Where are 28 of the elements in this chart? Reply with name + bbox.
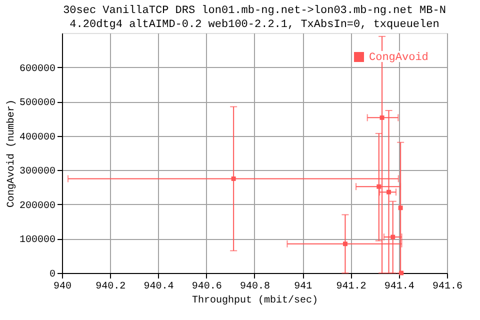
y-tick-label: 200000 bbox=[19, 200, 56, 212]
x-tick-label: 940 bbox=[53, 282, 72, 292]
x-axis-title: Throughput (mbit/sec) bbox=[192, 294, 318, 306]
x-tick-label: 941.6 bbox=[432, 282, 463, 292]
y-tick-label: 0 bbox=[49, 270, 56, 280]
y-axis-title: CongAvoid (number) bbox=[5, 99, 18, 208]
x-tick-label: 940.8 bbox=[240, 282, 270, 292]
point bbox=[376, 184, 382, 189]
y-tick-label: 400000 bbox=[19, 132, 56, 144]
point bbox=[390, 234, 396, 240]
point bbox=[398, 206, 403, 210]
point bbox=[386, 190, 392, 194]
legend-label: CongAvoid bbox=[369, 52, 428, 64]
x-tick-label: 941.2 bbox=[336, 282, 366, 292]
point bbox=[380, 115, 384, 120]
x-tick-label: 941.4 bbox=[384, 282, 414, 292]
y-tick-label: 100000 bbox=[19, 235, 56, 246]
x-tick-label: 940.6 bbox=[192, 282, 222, 292]
x-tick-label: 940.4 bbox=[144, 282, 174, 292]
y-tick-label: 600000 bbox=[19, 64, 56, 75]
chart-title: 30sec VanillaTCP DRS lon01.mb-ng.net->lon03.mb-ng.net MB-N bbox=[63, 5, 446, 17]
y-tick-label: 500000 bbox=[19, 98, 56, 110]
x-tick-label: 940.2 bbox=[96, 282, 126, 292]
x-tick-label: 941 bbox=[294, 282, 312, 292]
y-tick-label: 300000 bbox=[19, 166, 56, 178]
point bbox=[231, 176, 236, 181]
point bbox=[342, 242, 348, 246]
chart-subtitle: 4.20dtg4 altAIMD-0.2 web100-2.2.1, TxAbsIn=0, txqueuelen bbox=[70, 19, 440, 31]
